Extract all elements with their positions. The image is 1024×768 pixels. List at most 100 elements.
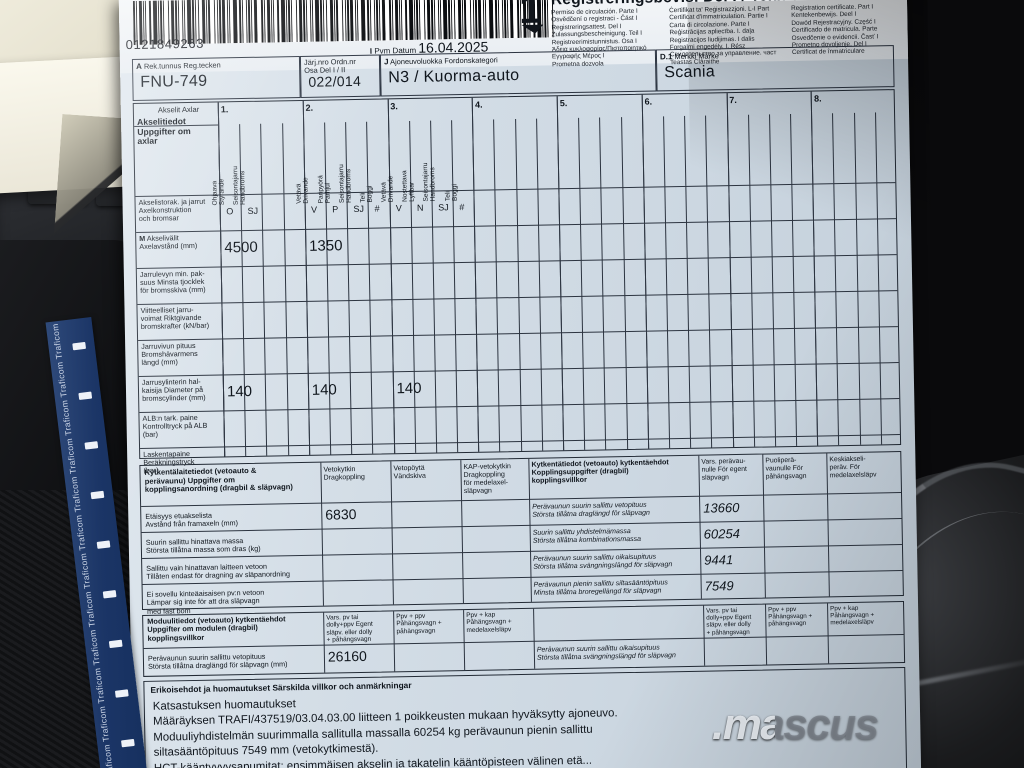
axle-group-divider-full [726, 93, 734, 448]
coupling-right-col-header-2: Keskiakseli-peräv. För medelaxelsläpv [829, 455, 877, 479]
axle-number-3: 3. [390, 101, 398, 112]
notes-body: Katsastuksen huomautukset Määräyksen TRAF… [153, 689, 754, 768]
axle-information-table: Akselit Axlar Akselitiedot Uppgifter om axl… [132, 89, 902, 475]
axle-sub-divider [853, 112, 856, 183]
coupling-col-header-1: Vetopöytä Vändskiva [393, 464, 426, 481]
axle-sub-divider [260, 123, 263, 194]
axle-row-label: Jarruvivun pituus Bromshävarmens längd (mm… [141, 340, 198, 368]
reg-number-cell[interactable]: A Rek.tunnus Reg.tecken FNU-749 [131, 55, 301, 102]
axle-group-divider-full [556, 96, 565, 451]
axle-sub-divider-lower [579, 187, 586, 450]
axle-sub-divider-lower [261, 193, 268, 456]
module-title: Moduulitiedot (vetoauto) kytkentäehdot Up… [147, 614, 286, 643]
make-cell[interactable]: D.1 Merkki Märke Scania [655, 45, 895, 92]
axle-sub-divider-lower [876, 182, 882, 445]
coupling-col-header-2: KAP-vetokytkin Dragkoppling för medelaxel-… [463, 463, 511, 496]
axle-code-value: # [374, 203, 380, 214]
axle-sub-divider [684, 115, 687, 186]
module-right-col-header-2: Ppv + kap Påhängsvagn + medelaxelsläpv [830, 604, 875, 627]
coupling-right-row-label: Suurin sallittu yhdistelmämassa Största t… [532, 527, 642, 545]
axle-col-header: Seisontajarru Handbroms [422, 162, 438, 202]
strip-dash [121, 738, 135, 748]
axle-row-value: 4500 [224, 238, 258, 257]
axle-sub-divider-lower [854, 182, 861, 445]
axle-sub-divider-lower [240, 194, 247, 457]
strip-dash [72, 341, 87, 351]
axle-sub-divider-lower [346, 192, 353, 455]
module-col-header-2: Ppv + kap Påhängsvagn + medelaxelsläpv [466, 611, 512, 634]
axle-sub-divider-lower [431, 190, 438, 453]
strip-dash [114, 689, 129, 698]
strip-dash [108, 639, 123, 649]
axle-row-label: ALB:n tark. paine Kontrolltryck på ALB (ba… [142, 412, 208, 440]
axle-sub-divider-lower [452, 190, 459, 453]
axle-sub-divider [832, 113, 835, 184]
axle-sub-divider [705, 115, 708, 186]
strip-dash [90, 490, 105, 500]
module-row-value: 26160 [327, 647, 367, 665]
vehicle-category-value: N3 / Kuorma-auto [388, 66, 520, 87]
axle-code-value: O [226, 206, 234, 217]
mascus-watermark: .mascus [712, 700, 879, 749]
coupling-device-table: Kytkentälaitetiedot (vetoauto & perävaunu… [139, 451, 904, 616]
vehicle-category-label: J Ajoneuvoluokka Fordonskategori [383, 55, 498, 67]
axle-code-value: P [332, 204, 339, 215]
strip-dash [102, 590, 117, 599]
axle-sub-divider-lower [791, 183, 798, 446]
axle-col-header: Paripyörä Parhjul [316, 175, 332, 204]
axle-number-8: 8. [813, 93, 822, 104]
axle-table-corner-title: Akselitiedot Uppgifter om axlar [136, 116, 191, 147]
ordn-number-cell[interactable]: Järj.nro Ordn.nr Osa Del I / II 022/014 [299, 54, 381, 98]
axle-sub-divider [768, 114, 772, 185]
axle-col-header: Seisontajarru Handbroms [231, 166, 247, 206]
axle-sub-divider-lower [494, 189, 501, 452]
axle-row-label: Jarrusylinterin hal-kaisija Diameter på b… [141, 376, 206, 404]
axle-sub-divider-lower [685, 185, 692, 448]
axle-group-divider-full [471, 97, 480, 452]
coupling-right-value: 7549 [704, 578, 734, 594]
axle-col-header: Teli Boggi [359, 185, 375, 203]
coupling-right-row-label: Perävaunun pienin sallittu siltasääntöpi… [533, 579, 668, 597]
axle-sub-divider-lower [515, 189, 522, 451]
coupling-header-divider [141, 492, 902, 507]
notes-heading: Erikoisehdot ja huomautukset Särskilda v… [150, 680, 412, 695]
axle-sub-divider [451, 120, 454, 191]
coupling-right-row-label: Perävaunun suurin sallittu vetopituus Stö… [532, 501, 650, 519]
axle-sub-divider-lower [749, 184, 755, 447]
axle-sub-divider-lower [282, 193, 289, 456]
coupling-right-col-header-0: Vars. perävau-nulle För egent släpvagn [701, 457, 747, 482]
module-row-label: Perävaunun suurin sallittu vetopituus Stö… [147, 651, 288, 672]
axle-col-header: Vetävä Drivande [295, 177, 311, 204]
axle-row-label: Akselistorak. ja jarrut Axelkonstruktion o… [138, 196, 206, 224]
axle-row-value: 1350 [308, 237, 343, 255]
module-col-header-0: Vars. pv tai dolly+ppv Egent släpv. eller … [326, 614, 373, 644]
axle-sub-divider [493, 119, 496, 190]
coupling-right-row-label: Perävaunun suurin sallittu oikaisupituus… [533, 553, 673, 571]
axle-sub-divider-lower [833, 183, 840, 446]
axle-code-value: V [395, 203, 402, 214]
axle-number-4: 4. [474, 99, 483, 110]
coupling-right-col-header-1: Puoliperä-vaunulle För påhängsvagn [765, 456, 807, 481]
module-right-row-label: Perävaunun suurin sallittu oikaisupituus… [536, 644, 676, 662]
module-right-col-header-1: Ppv + ppv Påhängsvagn + påhängsvagn [768, 605, 813, 628]
strip-dash [84, 441, 99, 450]
axle-group-divider-full [302, 100, 310, 455]
axle-number-5: 5. [559, 98, 568, 109]
part-number-1: 1 [519, 0, 546, 32]
axle-group-divider-full [387, 99, 395, 454]
coupling-right-value: 9441 [704, 552, 734, 568]
module-right-col-divider [765, 604, 768, 665]
axle-sub-divider [535, 118, 539, 189]
axle-sub-divider-lower [706, 185, 713, 448]
axle-code-value: # [459, 201, 465, 213]
coupling-right-value: 60254 [703, 525, 741, 542]
axle-code-value: SJ [353, 203, 365, 215]
coupling-row-label: Sallittu vain hinattavan laitteen vetoon… [146, 561, 291, 582]
vehicle-category-cell[interactable]: J Ajoneuvoluokka Fordonskategori N3 / Ku… [379, 49, 657, 97]
mascus-watermark-light: .mascus [712, 700, 775, 750]
axle-sub-divider [281, 123, 284, 194]
barcode-number: 0121849263 [125, 35, 205, 53]
axle-sub-divider-lower [664, 186, 671, 449]
axle-sub-divider [790, 113, 793, 184]
